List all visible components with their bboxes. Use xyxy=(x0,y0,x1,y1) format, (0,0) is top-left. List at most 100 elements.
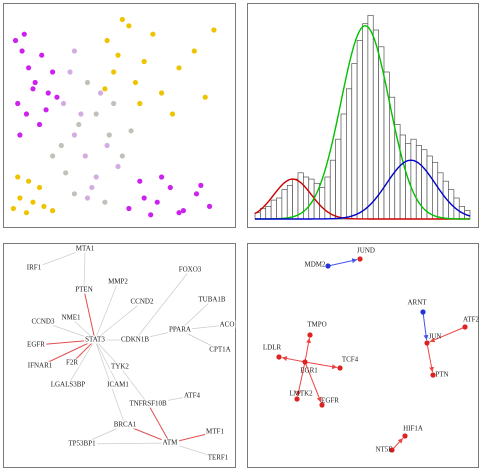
scatter-point xyxy=(60,100,67,107)
scatter-point xyxy=(10,205,16,212)
scatter-point xyxy=(39,52,45,58)
node-label: JUN xyxy=(429,333,442,341)
scatter-point xyxy=(78,111,84,117)
label-bg xyxy=(30,317,56,326)
network-edge xyxy=(304,337,312,363)
network-node xyxy=(276,354,282,360)
node-label: LGALS3BP xyxy=(51,381,86,389)
network-node xyxy=(337,365,343,371)
network-node xyxy=(319,402,325,408)
node-label: ICAM1 xyxy=(107,381,129,389)
node-label: MTA1 xyxy=(76,245,95,253)
histogram-bar xyxy=(415,145,422,220)
scatter-point xyxy=(115,52,121,58)
node-label: IFNAR1 xyxy=(28,362,53,370)
fit-curve xyxy=(255,159,471,220)
network-node xyxy=(357,256,363,262)
scatter-point xyxy=(15,100,21,107)
scatter-point xyxy=(12,37,19,44)
scatter-point xyxy=(32,79,38,86)
scatter-point xyxy=(176,210,182,216)
scatter-point xyxy=(126,23,132,29)
scatter-point xyxy=(176,65,182,71)
network-node xyxy=(430,372,436,378)
network-edge xyxy=(422,311,429,341)
scatter-point xyxy=(169,111,176,117)
scatter-point xyxy=(43,107,49,113)
label-bg xyxy=(26,361,54,370)
label-bg xyxy=(107,277,130,286)
node-label: ARNT xyxy=(407,299,427,307)
node-label: CPT1A xyxy=(209,346,230,354)
scatter-point xyxy=(50,208,56,214)
histogram-bar xyxy=(281,189,288,220)
label-bg xyxy=(74,285,94,294)
scatter-point xyxy=(67,69,73,75)
histogram-bar xyxy=(265,206,272,220)
scatter-point xyxy=(82,153,88,159)
node-label: ATF2 xyxy=(463,316,479,324)
histogram-bar xyxy=(356,40,363,220)
network-edge xyxy=(426,342,434,373)
network-node xyxy=(325,263,331,269)
scatter-point xyxy=(50,69,56,75)
histogram-bar xyxy=(437,172,444,220)
node-label: CDKN1B xyxy=(121,336,149,344)
scatter-point xyxy=(41,203,47,209)
scatter-point xyxy=(17,195,23,201)
label-bg xyxy=(60,313,83,322)
scatter-point xyxy=(202,94,208,100)
histogram-bar xyxy=(335,138,342,220)
scatter-point xyxy=(102,86,108,92)
scatter-point xyxy=(23,111,30,117)
scatter-point xyxy=(93,111,99,117)
scatter-point xyxy=(71,132,77,138)
histogram-bar xyxy=(362,23,369,220)
node-label: F2R xyxy=(66,359,78,367)
node-label: TUBA1B xyxy=(198,296,226,304)
network-edge xyxy=(429,326,466,343)
scatter-point xyxy=(76,121,82,128)
scatter-point xyxy=(106,132,112,138)
node-label: TMPO xyxy=(307,321,326,329)
histogram-bar xyxy=(270,199,277,220)
histogram-bar xyxy=(372,29,379,220)
node-label: NME1 xyxy=(61,314,81,322)
panel-frame xyxy=(247,243,479,468)
histogram-bar xyxy=(329,159,336,220)
scatter-point xyxy=(132,79,139,86)
label-bg xyxy=(110,362,131,371)
network-edge xyxy=(67,339,96,386)
node-label: CCND2 xyxy=(131,298,154,306)
scatter-point xyxy=(93,174,99,180)
fit-curve xyxy=(254,178,470,220)
scatter-point xyxy=(15,174,21,180)
scatter-point xyxy=(193,191,200,197)
scatter-point xyxy=(54,94,60,100)
node-label: MDM2 xyxy=(304,261,326,269)
network-node xyxy=(302,359,308,365)
network-node xyxy=(462,324,468,330)
histogram-bar xyxy=(383,71,390,220)
label-bg xyxy=(26,340,47,349)
scatter-point xyxy=(36,121,43,128)
panel-frame xyxy=(3,3,236,228)
label-bg xyxy=(218,320,236,329)
scatter-point xyxy=(180,208,186,214)
network-edge xyxy=(281,356,306,363)
scatter-point xyxy=(84,79,91,86)
network-edge xyxy=(83,248,86,291)
network-edge xyxy=(134,269,191,341)
scatter-point xyxy=(58,142,64,149)
label-bg xyxy=(128,399,168,408)
histogram-bar xyxy=(340,113,347,220)
label-bg xyxy=(119,335,151,344)
label-bg xyxy=(183,391,202,400)
node-label: ACO xyxy=(220,321,235,329)
label-bg xyxy=(197,295,227,304)
scatter-point xyxy=(21,31,27,37)
scatter-point xyxy=(63,170,69,176)
node-label: TNFRSF10B xyxy=(129,400,167,408)
histogram-bar xyxy=(351,63,358,220)
scatter-point xyxy=(141,195,147,201)
